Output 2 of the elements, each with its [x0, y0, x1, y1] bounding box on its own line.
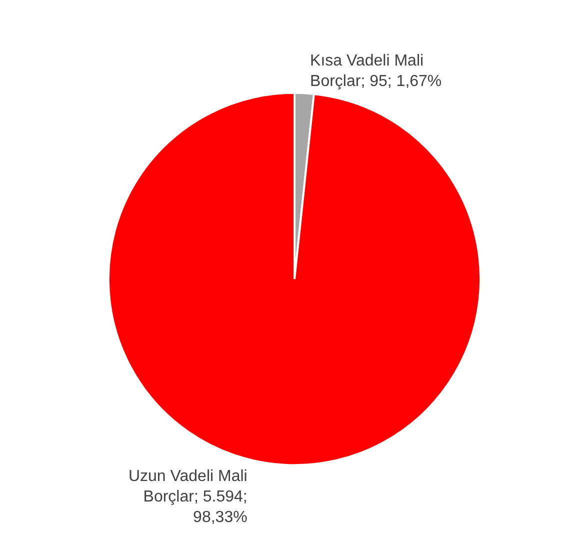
slice-label: Uzun Vadeli Mali Borçlar; 5.594; 98,33% — [128, 468, 248, 526]
slice-label: Kısa Vadeli Mali Borçlar; 95; 1,67% — [310, 52, 442, 90]
